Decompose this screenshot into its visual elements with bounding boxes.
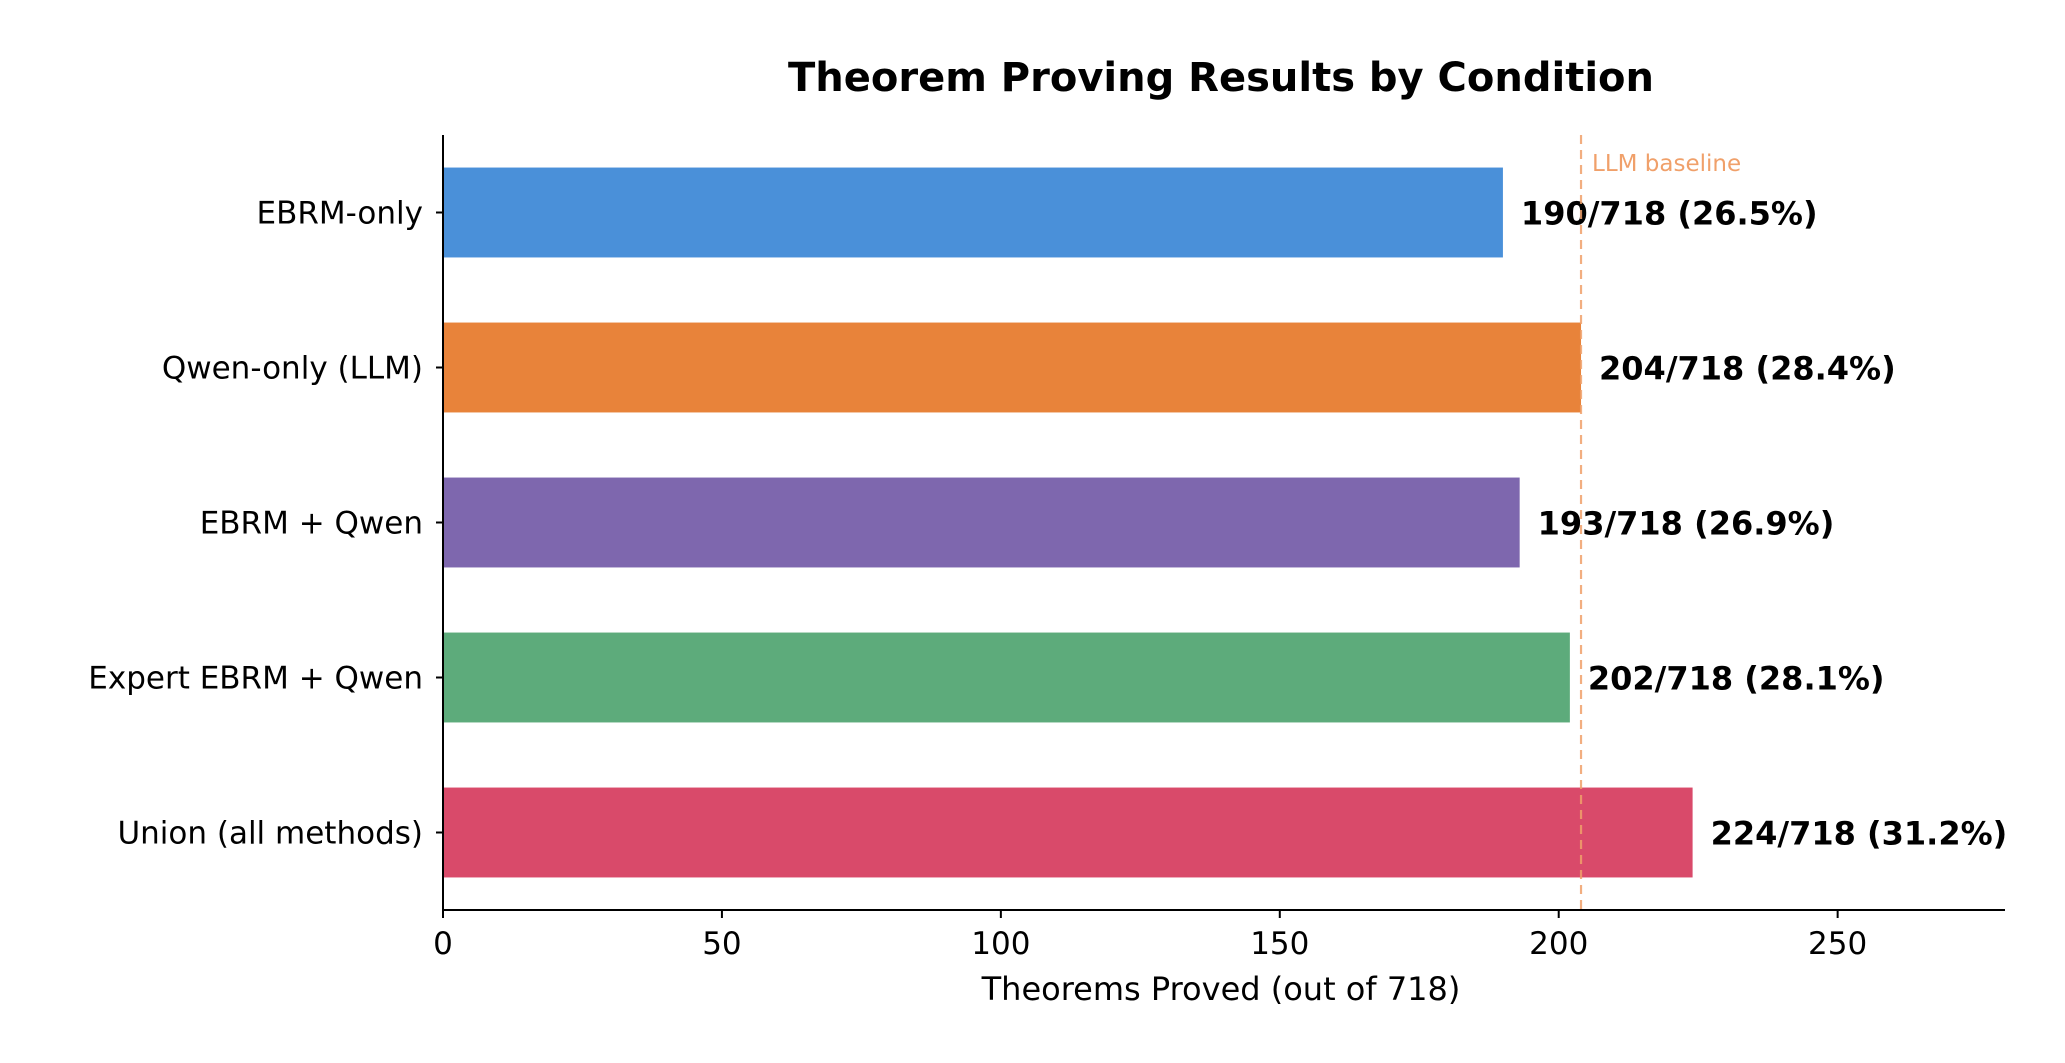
bar [443, 322, 1582, 413]
data-label: 190/718 (26.5%) [1521, 195, 1818, 233]
chart-title: Theorem Proving Results by Condition [788, 55, 1654, 101]
data-label: 204/718 (28.4%) [1599, 350, 1896, 388]
bar [443, 167, 1503, 258]
plot-area: EBRM-only 190/718 (26.5%) Qwen-only (LLM) 2… [88, 135, 2007, 962]
category-label: EBRM + Qwen [200, 506, 423, 542]
category-label: EBRM-only [257, 196, 423, 232]
bar [443, 787, 1693, 878]
category-label: Union (all methods) [117, 816, 423, 852]
reference-line-label: LLM baseline [1592, 151, 1741, 177]
category-label: Expert EBRM + Qwen [88, 661, 423, 697]
category-label: Qwen-only (LLM) [162, 351, 423, 387]
data-label: 193/718 (26.9%) [1538, 505, 1835, 543]
data-label: 202/718 (28.1%) [1588, 660, 1885, 698]
x-tick-label: 0 [433, 926, 453, 962]
x-tick-label: 50 [702, 926, 741, 962]
x-tick-label: 100 [971, 926, 1030, 962]
x-tick-label: 150 [1250, 926, 1309, 962]
bar [443, 477, 1520, 568]
data-label: 224/718 (31.2%) [1711, 815, 2008, 853]
x-tick-label: 200 [1529, 926, 1588, 962]
bar [443, 632, 1570, 723]
x-tick-label: 250 [1808, 926, 1867, 962]
x-axis-title: Theorems Proved (out of 718) [981, 970, 1461, 1008]
